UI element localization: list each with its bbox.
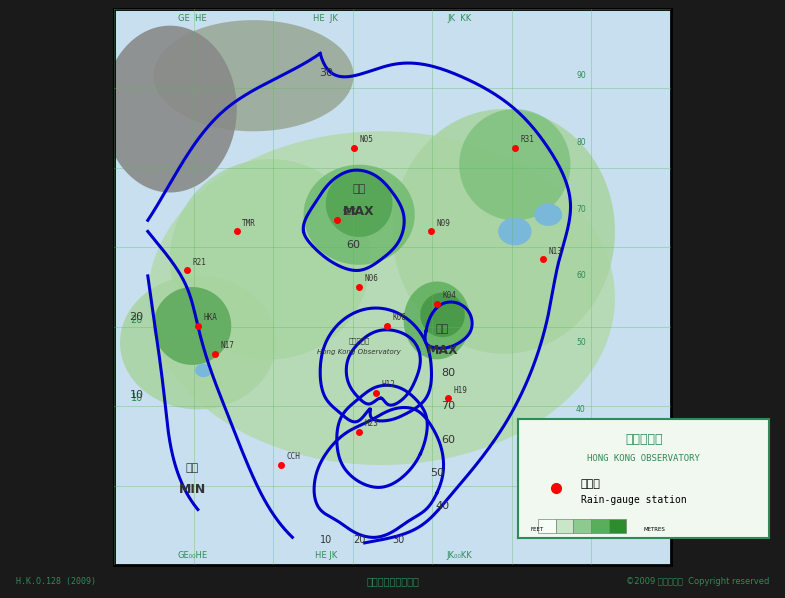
Text: 20: 20 (130, 312, 144, 322)
Text: SEK: SEK (342, 208, 356, 216)
Text: Hong Kong Observatory: Hong Kong Observatory (317, 349, 401, 355)
Bar (556, 519, 573, 533)
Polygon shape (153, 20, 353, 132)
Text: 20: 20 (353, 535, 365, 545)
Text: GE₀₀HE: GE₀₀HE (177, 551, 207, 560)
Text: R21: R21 (192, 258, 206, 267)
Polygon shape (459, 109, 571, 220)
Text: 80: 80 (441, 368, 455, 378)
Text: 最高: 最高 (352, 185, 366, 194)
Text: MAX: MAX (343, 205, 375, 218)
Text: JK₀₀KK: JK₀₀KK (447, 551, 472, 560)
Text: 香港天文台: 香港天文台 (625, 433, 663, 446)
Polygon shape (148, 132, 615, 465)
Text: 10: 10 (319, 535, 332, 545)
Text: 90: 90 (576, 71, 586, 80)
Bar (573, 519, 591, 533)
Text: N05: N05 (359, 135, 373, 145)
Text: 最高: 最高 (436, 324, 449, 334)
Text: 20: 20 (130, 315, 143, 325)
Text: 30: 30 (392, 535, 404, 545)
Text: 50: 50 (576, 338, 586, 347)
Text: CCH: CCH (287, 453, 301, 462)
Text: HE  JK: HE JK (313, 14, 338, 23)
Text: H12: H12 (382, 380, 396, 389)
Polygon shape (195, 364, 212, 377)
Text: 最低: 最低 (186, 463, 199, 472)
Text: HONG KONG OBSERVATORY: HONG KONG OBSERVATORY (587, 454, 700, 463)
Text: 地政總署測繪處繪製: 地政總署測繪處繪製 (366, 576, 419, 587)
Text: K06: K06 (392, 313, 407, 322)
Polygon shape (153, 287, 232, 365)
Text: 70: 70 (441, 401, 455, 411)
Text: JK  KK: JK KK (447, 14, 471, 23)
Polygon shape (535, 204, 562, 226)
Polygon shape (392, 109, 615, 354)
Text: N06: N06 (365, 274, 378, 283)
Polygon shape (104, 26, 237, 193)
Text: H.K.O.128 (2009): H.K.O.128 (2009) (16, 577, 96, 586)
Text: R31: R31 (520, 135, 535, 145)
Text: N17: N17 (220, 341, 234, 350)
Text: 雨量站: 雨量站 (581, 480, 601, 489)
Text: HE JK: HE JK (315, 551, 337, 560)
Bar (608, 519, 626, 533)
Polygon shape (403, 282, 470, 359)
Text: 40: 40 (436, 502, 450, 511)
Text: 30: 30 (576, 472, 586, 481)
Polygon shape (120, 276, 276, 410)
Text: MAX: MAX (427, 344, 458, 357)
Text: H19: H19 (454, 386, 468, 395)
Text: H23: H23 (365, 419, 378, 428)
Text: 70: 70 (576, 205, 586, 213)
Text: N13: N13 (548, 246, 562, 256)
Text: GE  HE: GE HE (178, 14, 206, 23)
Text: HKA: HKA (203, 313, 217, 322)
Polygon shape (304, 164, 414, 265)
Bar (539, 519, 556, 533)
Text: 50: 50 (430, 468, 444, 478)
Text: 10: 10 (130, 390, 144, 400)
Text: N09: N09 (437, 219, 451, 228)
Polygon shape (498, 218, 531, 245)
Text: 30: 30 (319, 68, 333, 78)
Text: K04: K04 (443, 291, 456, 300)
Text: 80: 80 (576, 138, 586, 147)
Bar (591, 519, 608, 533)
Text: TMR: TMR (243, 219, 256, 228)
Text: 60: 60 (346, 240, 360, 250)
Text: 香港天文台: 香港天文台 (349, 338, 370, 344)
Polygon shape (170, 159, 371, 359)
Polygon shape (326, 170, 392, 237)
Text: Rain-gauge station: Rain-gauge station (581, 495, 687, 505)
Text: METRES: METRES (644, 527, 666, 532)
Text: MIN: MIN (179, 483, 206, 496)
Text: 60: 60 (441, 435, 455, 445)
Text: ©2009 香港天文台  Copyright reserved: ©2009 香港天文台 Copyright reserved (626, 577, 769, 586)
Text: 40: 40 (576, 405, 586, 414)
Text: FEET: FEET (531, 527, 544, 532)
Text: 60: 60 (576, 271, 586, 280)
Text: 10: 10 (130, 393, 143, 403)
Polygon shape (420, 292, 465, 337)
